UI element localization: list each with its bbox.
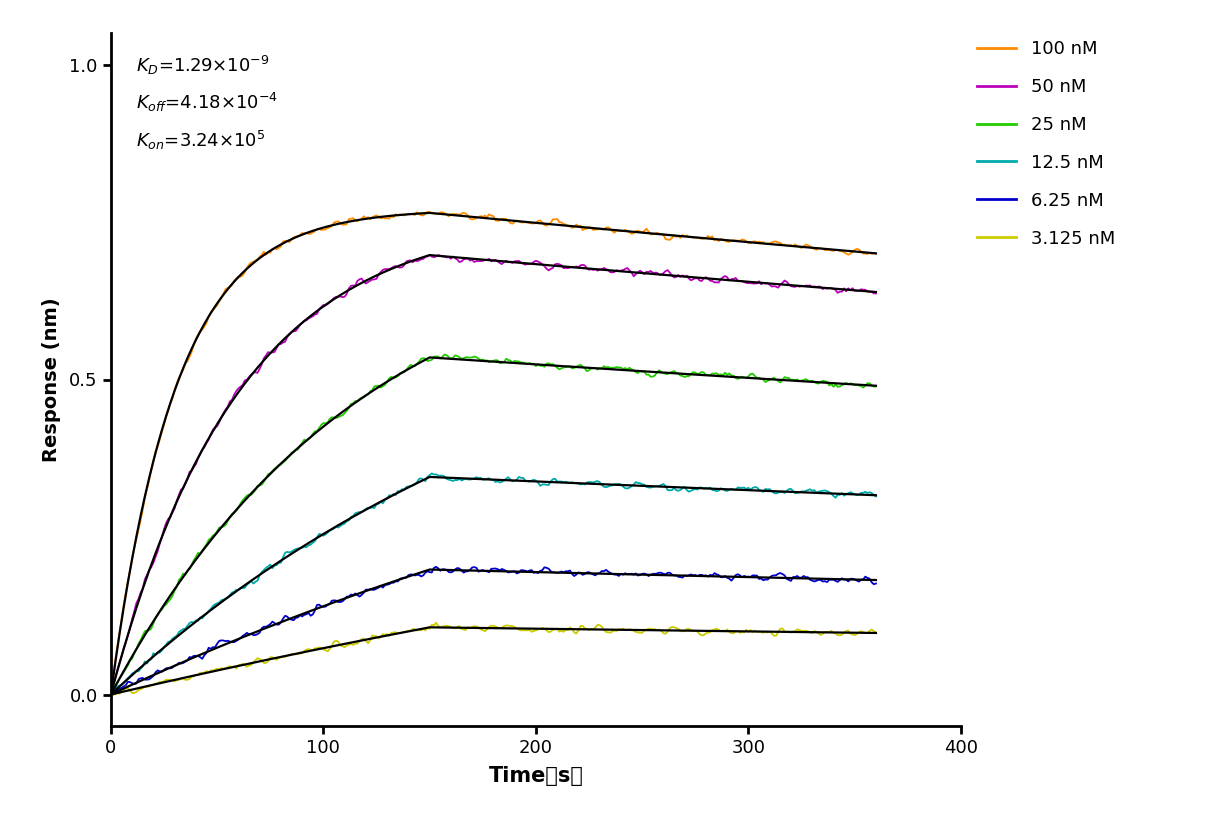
X-axis label: Time（s）: Time（s） [488, 766, 584, 785]
Legend: 100 nM, 50 nM, 25 nM, 12.5 nM, 6.25 nM, 3.125 nM: 100 nM, 50 nM, 25 nM, 12.5 nM, 6.25 nM, … [970, 33, 1122, 255]
Text: $K_D$=1.29×10$^{-9}$
$K_{off}$=4.18×10$^{-4}$
$K_{on}$=3.24×10$^{5}$: $K_D$=1.29×10$^{-9}$ $K_{off}$=4.18×10$^… [137, 54, 278, 152]
Y-axis label: Response (nm): Response (nm) [42, 297, 60, 462]
